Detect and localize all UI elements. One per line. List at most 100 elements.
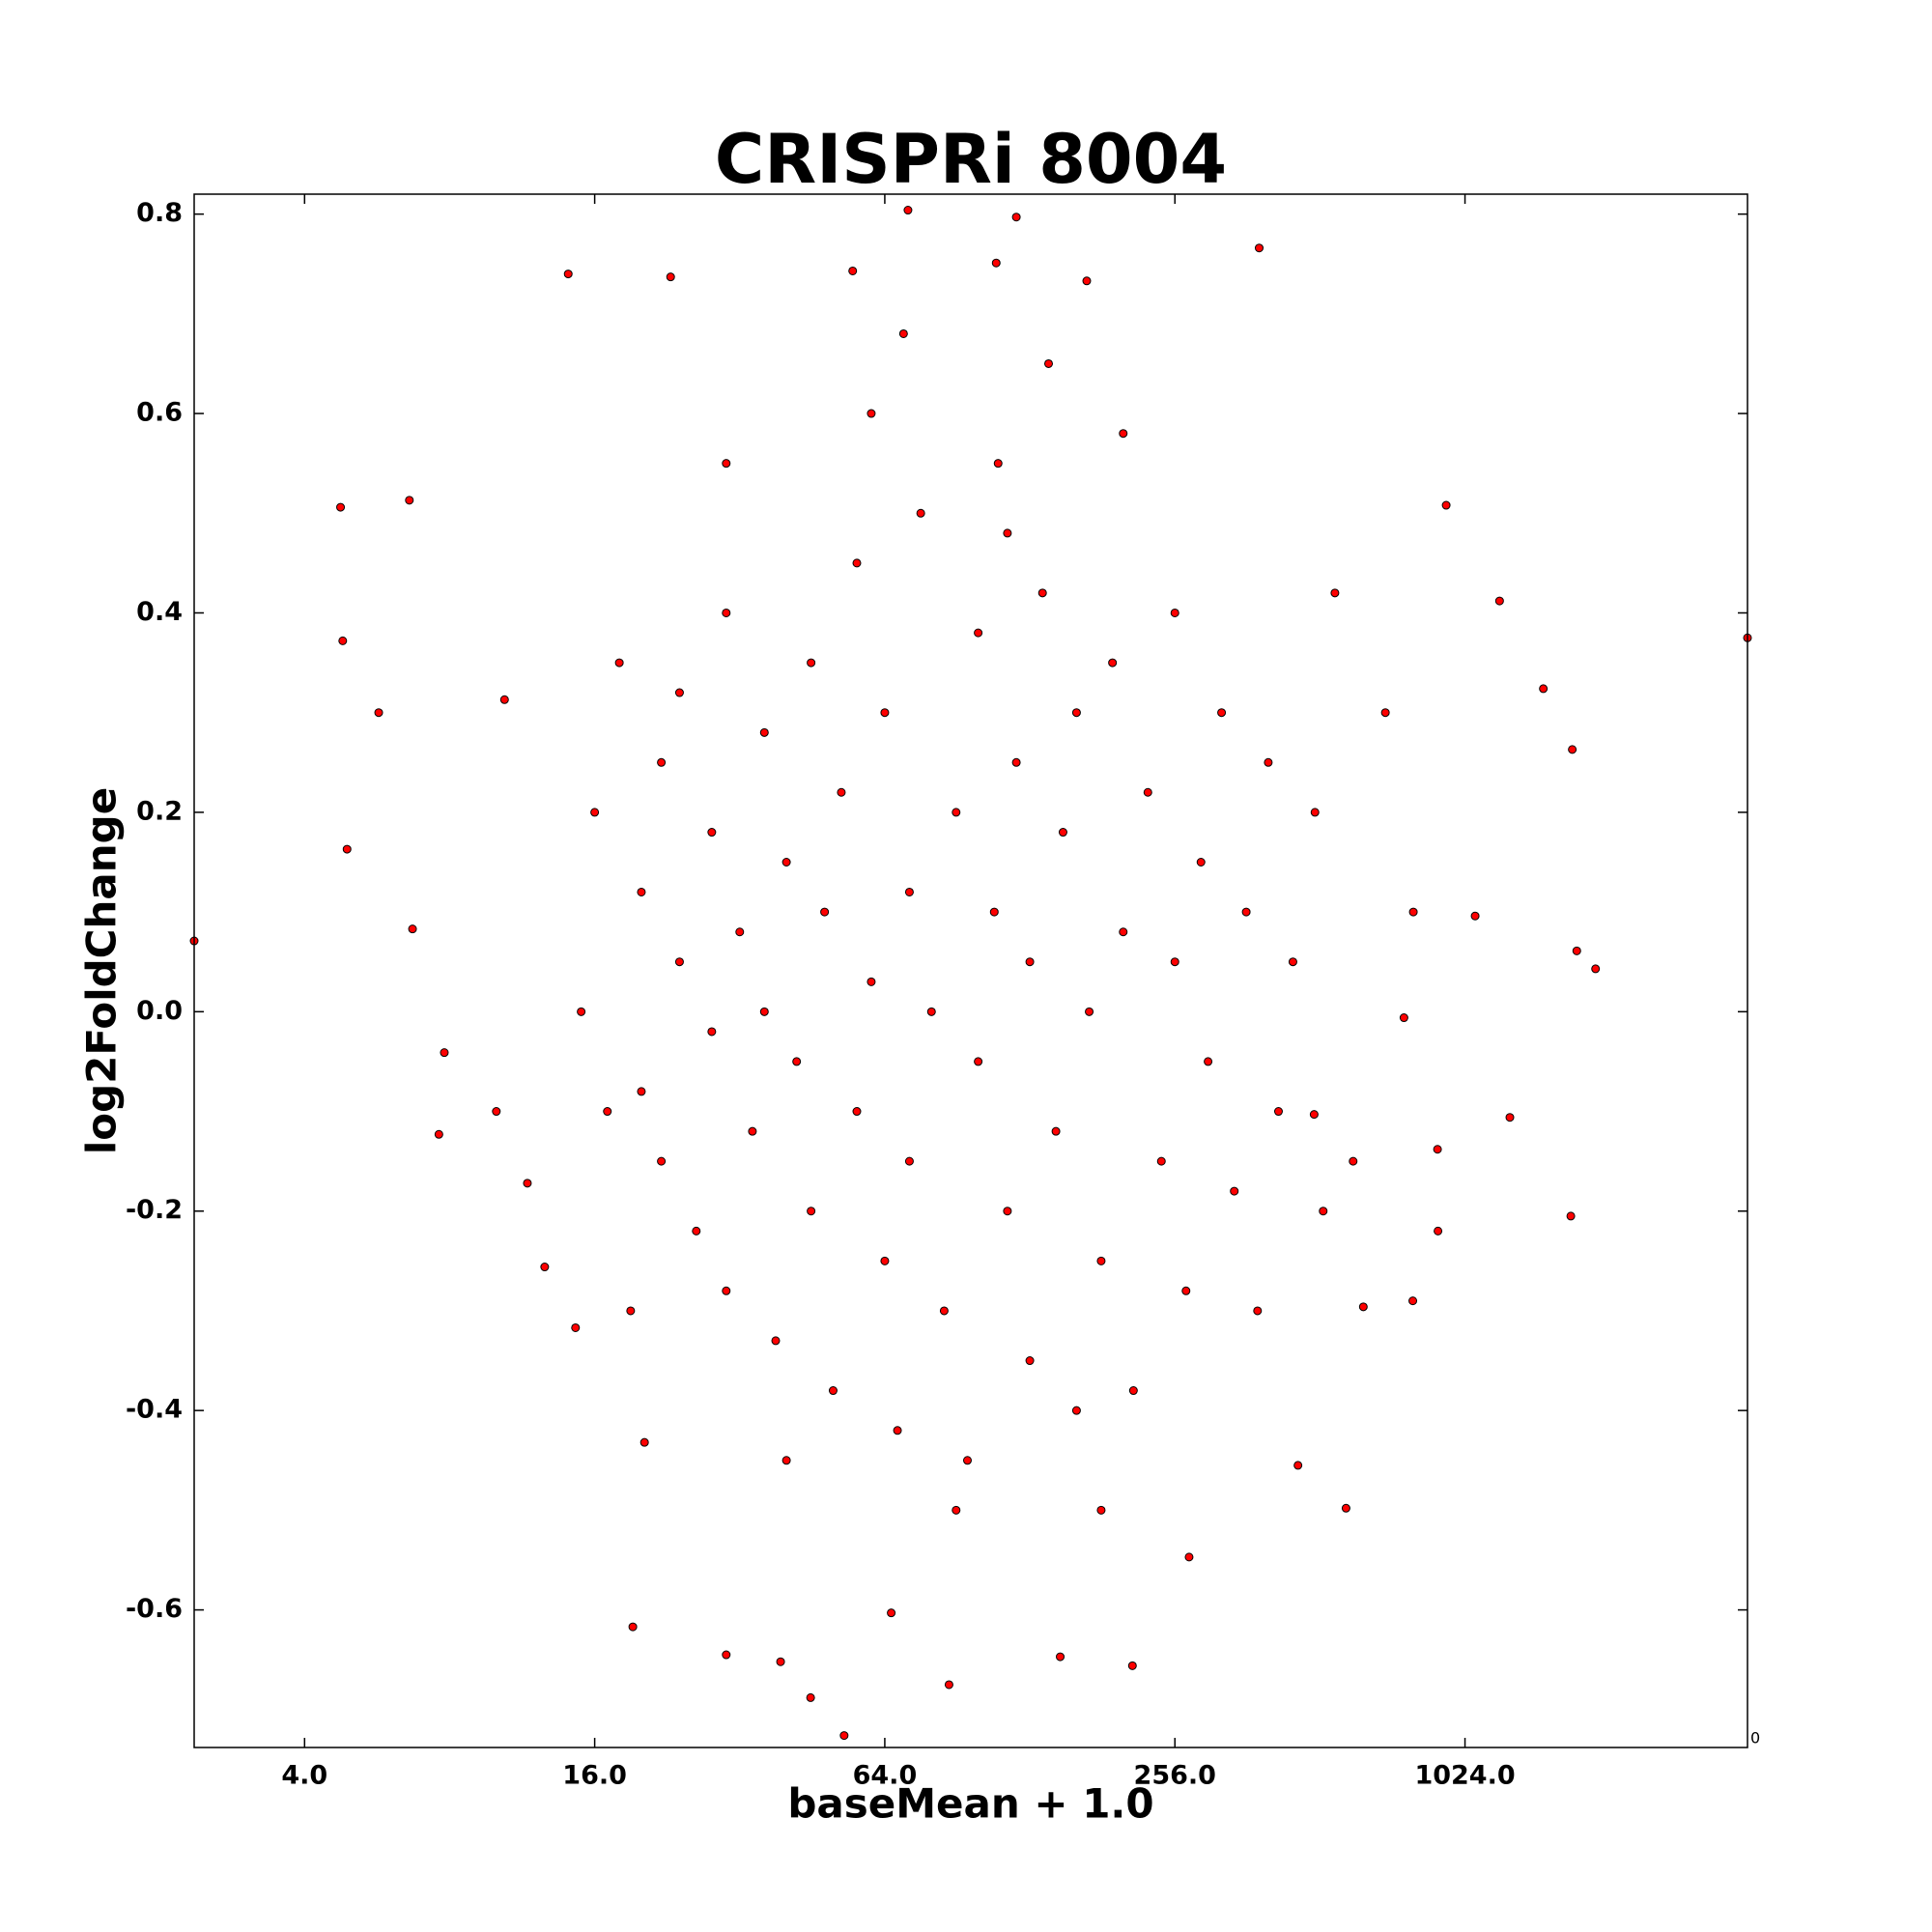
point [887,1608,896,1618]
point [1056,1652,1065,1662]
point [952,808,961,817]
point [1108,658,1118,668]
point [792,1057,802,1066]
point [1184,1552,1194,1562]
point [991,258,1001,268]
point [880,708,890,718]
point [1408,1296,1418,1306]
point [962,1456,972,1465]
point [1408,907,1418,917]
point [1591,964,1601,974]
y-tick-label: -0.4 [126,1395,183,1425]
point [1003,528,1012,538]
point [1119,927,1128,937]
point [916,508,925,518]
point [828,1386,838,1396]
point [707,1027,717,1037]
point [657,1156,667,1166]
point [674,688,684,697]
point [759,1007,769,1016]
point [1255,243,1264,253]
point [1037,588,1047,598]
point [692,1226,701,1236]
point [1273,1107,1283,1117]
point [867,977,876,986]
x-tick-label: 1024.0 [1414,1761,1515,1791]
point [759,727,769,737]
point [1128,1386,1138,1396]
point [1217,708,1227,718]
point [657,757,667,767]
point [1288,957,1297,967]
point [1170,608,1179,617]
point [1119,429,1128,439]
plot-frame [193,193,1748,1748]
point [1071,708,1081,718]
point [338,636,348,645]
point [1241,907,1251,917]
point [722,1650,731,1660]
point [806,1692,815,1702]
point [993,459,1003,469]
point [336,502,346,512]
point [434,1129,443,1139]
point [781,1456,791,1465]
x-tick-label: 256.0 [1134,1761,1216,1791]
point [523,1179,532,1188]
point [1309,1110,1319,1120]
point [1470,911,1480,921]
x-tick-label: 64.0 [853,1761,918,1791]
point [637,1087,646,1096]
point [1505,1113,1515,1122]
point [974,1057,983,1066]
point [666,272,675,282]
point [1310,808,1320,817]
point [939,1306,949,1316]
point [904,887,914,896]
point [898,328,908,338]
point [603,1107,612,1117]
point [590,808,600,817]
point [735,927,745,937]
point [1025,957,1035,967]
point [974,628,983,638]
point [1349,1156,1358,1166]
point [1566,1211,1576,1221]
point [722,608,731,617]
point [1230,1186,1239,1196]
annotation: 0 [1750,1729,1760,1747]
point [748,1126,757,1136]
point [1380,708,1390,718]
y-tick-label: 0.2 [136,796,183,826]
point [1264,757,1273,767]
point [637,887,646,896]
y-tick-label: 0.0 [136,996,183,1026]
point [1399,1013,1408,1023]
y-tick-label: -0.6 [126,1594,183,1624]
point [1143,787,1152,797]
point [781,858,791,867]
point [492,1107,501,1117]
point [1051,1126,1061,1136]
point [807,1207,816,1216]
point [1319,1207,1328,1216]
point [1204,1057,1213,1066]
point [577,1007,586,1016]
point [1058,828,1067,838]
point [1096,1256,1106,1265]
point [722,459,731,469]
point [1196,858,1206,867]
point [1085,1007,1094,1016]
point [839,1731,849,1741]
point [1572,946,1581,955]
point [1253,1306,1263,1316]
point [903,206,913,215]
point [1181,1286,1191,1295]
point [867,409,876,418]
point [628,1622,638,1632]
point [1011,213,1021,222]
point [944,1680,953,1690]
point [342,844,352,854]
point [820,907,830,917]
